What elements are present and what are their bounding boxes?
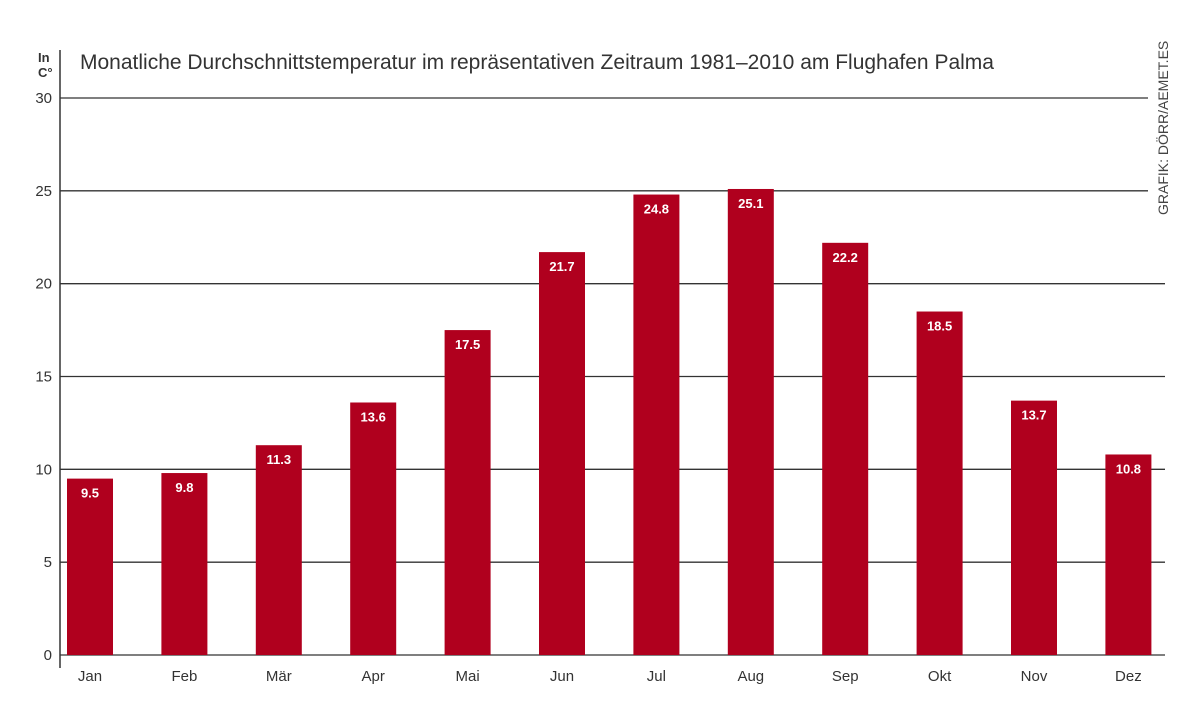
- x-tick-label: Aug: [737, 668, 764, 685]
- data-label: 24.8: [644, 202, 669, 217]
- bar-Jan: [67, 478, 113, 655]
- x-tick-label: Jun: [550, 668, 574, 685]
- data-label: 13.6: [361, 409, 386, 424]
- bar-Aug: [727, 188, 774, 655]
- data-label: 25.1: [738, 196, 763, 211]
- x-tick-label: Nov: [1021, 668, 1048, 685]
- bar-Sep: [822, 242, 869, 655]
- y-tick-label: 0: [44, 647, 52, 664]
- data-label: 9.5: [81, 486, 99, 501]
- bar-Jul: [633, 194, 680, 655]
- y-tick-label: 15: [35, 369, 52, 386]
- x-tick-label: Sep: [832, 668, 859, 685]
- source-credit: GRAFIK: DÖRR/AEMET.ES: [1154, 41, 1171, 215]
- bar-Nov: [1011, 400, 1057, 655]
- x-tick-label: Dez: [1115, 668, 1142, 685]
- data-label: 11.3: [267, 452, 292, 467]
- bars: 9.5 9.8 11.3 13.6 17.5 21.7 24.8 25.1 22.2 18.5 13…: [67, 188, 1152, 655]
- data-label: 10.8: [1116, 461, 1141, 476]
- x-tick-label: Okt: [928, 668, 952, 685]
- x-tick-label: Jul: [647, 668, 666, 685]
- bar-Mär: [255, 445, 302, 655]
- data-label: 13.7: [1021, 408, 1046, 423]
- bar-Mai: [444, 330, 491, 655]
- bar-Jun: [539, 252, 585, 655]
- gridlines: [60, 97, 1165, 656]
- bar-Dez: [1105, 454, 1152, 655]
- y-unit-label-line2: C°: [38, 65, 53, 80]
- y-tick-label: 20: [35, 276, 52, 293]
- y-unit-label-line1: In: [38, 50, 50, 65]
- y-tick-labels: 0 5 10 15 20 25 30: [35, 90, 52, 664]
- x-tick-label: Mär: [266, 668, 292, 685]
- data-label: 22.2: [833, 250, 858, 265]
- x-tick-label: Apr: [362, 668, 385, 685]
- bar-Apr: [350, 402, 397, 655]
- bar-Feb: [161, 473, 208, 655]
- y-tick-label: 5: [44, 554, 52, 571]
- data-label: 21.7: [549, 259, 574, 274]
- data-label: 9.8: [175, 480, 193, 495]
- data-label: 17.5: [455, 337, 480, 352]
- bar-Okt: [916, 311, 963, 655]
- x-tick-label: Jan: [78, 668, 102, 685]
- y-tick-label: 10: [35, 461, 52, 478]
- y-tick-label: 25: [35, 183, 52, 200]
- x-tick-label: Feb: [171, 668, 197, 685]
- data-label: 18.5: [927, 319, 952, 334]
- y-tick-label: 30: [35, 90, 52, 107]
- chart-title: Monatliche Durchschnittstemperatur im re…: [80, 51, 994, 74]
- x-tick-label: Mai: [456, 668, 480, 685]
- x-tick-labels: Jan Feb Mär Apr Mai Jun Jul Aug Sep Okt Nov Dez: [78, 668, 1142, 685]
